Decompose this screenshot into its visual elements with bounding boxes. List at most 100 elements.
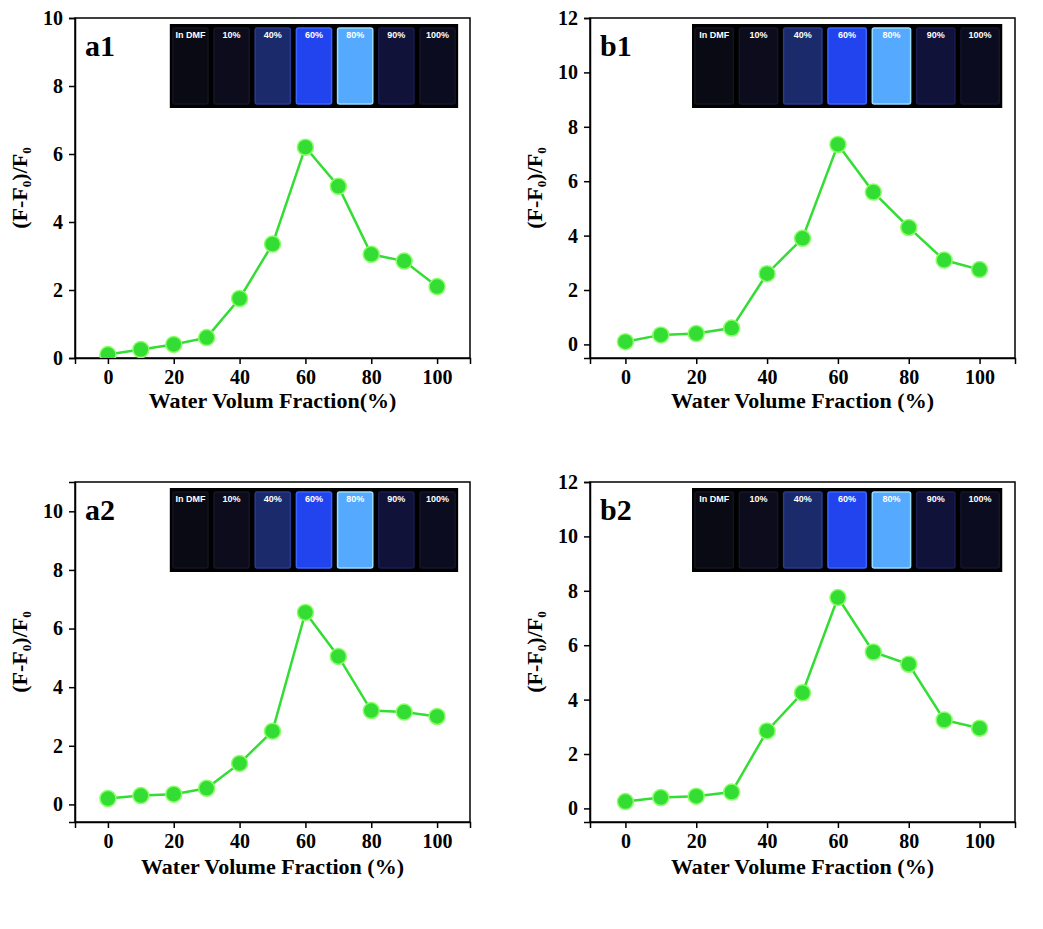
tick: 60 [828, 358, 848, 388]
tick-label: 20 [687, 366, 707, 388]
tick: 12 [558, 7, 590, 29]
marker [759, 723, 775, 739]
tick-mark [584, 536, 590, 538]
inset-label: 10% [749, 494, 767, 504]
tick-mark [584, 482, 590, 484]
inset-label: 10% [223, 30, 241, 40]
y-axis: 0246810 [43, 483, 76, 823]
marker [617, 334, 633, 350]
marker [297, 139, 313, 155]
cuvette [338, 28, 373, 104]
tick: 60 [296, 358, 316, 388]
tick: 0 [53, 793, 75, 815]
tick: 8 [53, 559, 75, 581]
tick: 6 [53, 617, 75, 639]
marker [330, 178, 346, 194]
tick: 10 [43, 7, 75, 29]
tick-mark [584, 127, 590, 129]
series-line [108, 147, 437, 354]
y-axis-title: (F-F₀)/F₀ [522, 611, 547, 693]
panel: 0204060801000246810Water Volum Fraction(… [7, 7, 471, 413]
inset-label: 40% [794, 494, 812, 504]
series-line [108, 612, 437, 798]
tick-mark [69, 86, 75, 88]
tick: 100 [965, 358, 995, 388]
tick-mark [909, 822, 911, 828]
tick-mark [584, 181, 590, 183]
marker [429, 708, 445, 724]
tick-mark [767, 358, 769, 364]
inset-label: 80% [882, 494, 900, 504]
marker [865, 184, 881, 200]
tick-mark [371, 822, 373, 828]
y-axis: 024681012 [558, 471, 591, 823]
tick: 4 [568, 225, 590, 247]
inset-label: 80% [346, 30, 364, 40]
inset-photo: In DMF10%40%60%80%90%100% [170, 24, 458, 108]
inset-background [170, 488, 458, 572]
marker [795, 685, 811, 701]
tick-label: 20 [687, 830, 707, 852]
tick-label: 4 [53, 211, 63, 233]
y-axis: 024681012 [558, 7, 591, 359]
axis-line [76, 823, 471, 829]
plot-frame [75, 482, 470, 822]
tick: 80 [362, 822, 382, 852]
inset-label: 10% [749, 30, 767, 40]
axis-line [584, 483, 591, 823]
tick-label: 2 [53, 279, 63, 301]
tick-label: 20 [164, 830, 184, 852]
x-axis-title: Water Volume Fraction (%) [671, 388, 934, 413]
marker [865, 644, 881, 660]
inset-label: 60% [305, 30, 323, 40]
tick-label: 4 [568, 225, 578, 247]
marker [396, 704, 412, 720]
inset-label: 80% [346, 494, 364, 504]
tick: 6 [53, 143, 75, 165]
tick-mark [69, 687, 75, 689]
inset-label: 40% [264, 494, 282, 504]
tick-label: 60 [828, 830, 848, 852]
tick: 0 [568, 797, 590, 819]
tick: 10 [43, 500, 75, 522]
tick-mark [979, 358, 981, 364]
tick-label: 8 [568, 116, 578, 138]
tick-label: 12 [558, 7, 578, 29]
panel-label: a2 [85, 493, 115, 526]
panel: 020406080100024681012Water Volume Fracti… [522, 471, 1016, 879]
tick: 0 [621, 358, 631, 388]
series-line [625, 598, 979, 802]
tick-label: 10 [558, 61, 578, 83]
panel-label: a1 [85, 29, 115, 62]
x-axis-title: Water Volume Fraction (%) [141, 854, 404, 879]
marker [617, 794, 633, 810]
cuvette [214, 28, 249, 104]
marker [100, 791, 116, 807]
axis-line [69, 483, 76, 823]
marker [297, 604, 313, 620]
cuvette [739, 28, 777, 104]
marker [972, 262, 988, 278]
tick-mark [69, 154, 75, 156]
inset-label: 80% [882, 30, 900, 40]
plot-area [100, 139, 445, 358]
tick-label: 8 [568, 580, 578, 602]
cuvette [420, 28, 455, 104]
cuvette [173, 492, 208, 568]
cuvette [961, 28, 999, 104]
tick-label: 100 [965, 830, 995, 852]
tick-label: 2 [568, 279, 578, 301]
tick-label: 60 [296, 830, 316, 852]
cuvette [872, 492, 910, 568]
tick-mark [239, 358, 241, 364]
tick: 2 [568, 279, 590, 301]
tick-label: 0 [621, 366, 631, 388]
tick-mark [584, 808, 590, 810]
plot-frame [590, 18, 1015, 358]
cuvette [379, 492, 414, 568]
tick-label: 6 [53, 617, 63, 639]
tick: 40 [758, 822, 778, 852]
tick: 20 [687, 822, 707, 852]
tick: 2 [53, 279, 75, 301]
tick-mark [305, 358, 307, 364]
